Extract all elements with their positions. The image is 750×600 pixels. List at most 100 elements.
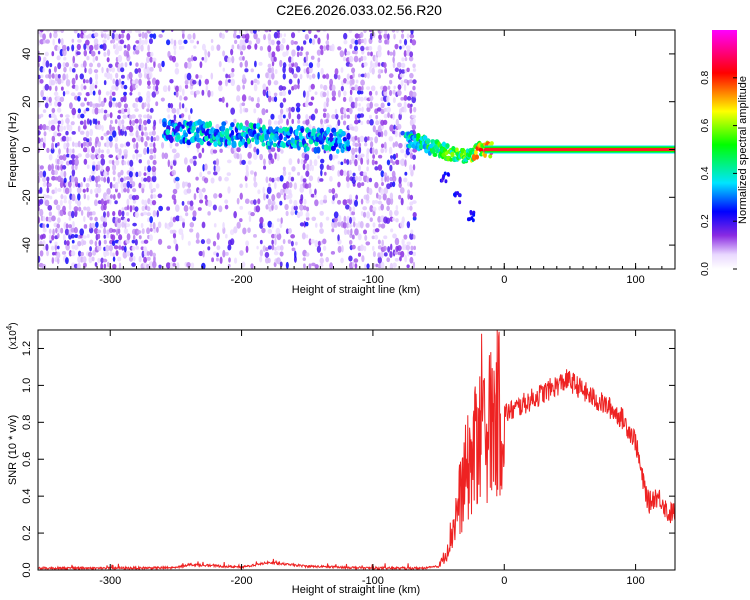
spectrogram-speckle — [39, 187, 43, 194]
spectrogram-speckle — [374, 148, 378, 155]
spectrogram-speckle — [401, 216, 405, 224]
spectrogram-speckle — [213, 223, 217, 228]
spectrogram-speckle — [276, 153, 280, 162]
spectrogram-speckle — [103, 216, 107, 223]
spectrogram-speckle — [309, 159, 313, 167]
spectrogram-speckle — [239, 102, 242, 109]
spectrogram-speckle — [152, 210, 157, 217]
spectrogram-speckle — [94, 107, 99, 115]
spectrogram-speckle — [369, 141, 374, 148]
spectrogram-speckle — [65, 136, 70, 142]
spectrogram-speckle — [305, 252, 310, 257]
spectrogram-speckle — [244, 107, 249, 113]
spectrogram-speckle — [308, 66, 313, 74]
spectrogram-speckle — [404, 57, 408, 62]
spectrogram-speckle — [143, 260, 147, 269]
spectrogram-speckle — [357, 107, 362, 112]
spectrogram-speckle — [342, 96, 347, 102]
spectrogram-speckle — [306, 206, 310, 212]
spectrogram-speckle — [238, 56, 244, 61]
spectrogram-speckle — [187, 57, 192, 63]
spectrogram-speckle — [43, 136, 47, 144]
spectrogram-speckle — [97, 183, 101, 188]
spectrogram-ridge-blob — [278, 133, 283, 141]
spectrogram-speckle — [392, 112, 395, 120]
spectrogram-speckle — [369, 204, 374, 213]
spectrogram-speckle — [255, 205, 261, 213]
spectrogram-speckle — [62, 62, 66, 68]
spectrogram-speckle — [88, 211, 93, 216]
spectrogram-speckle — [151, 130, 156, 136]
spectrogram-speckle — [192, 155, 197, 160]
spectrogram-speckle — [396, 61, 402, 68]
spectrogram-speckle — [67, 210, 73, 217]
snr-xlabel: Height of straight line (km) — [292, 584, 420, 596]
spectrogram-speckle — [310, 55, 315, 60]
spectrogram-speckle — [152, 194, 157, 199]
spectrogram-speckle — [387, 85, 391, 90]
spectrogram-speckle — [410, 229, 414, 235]
spectrogram-speckle — [86, 44, 91, 51]
spectrogram-speckle — [192, 210, 197, 218]
spectrogram-speckle — [180, 113, 185, 118]
spectrogram-speckle — [97, 229, 102, 234]
spectrogram-speckle — [105, 244, 110, 252]
spectrogram-speckle — [102, 39, 107, 44]
spectrogram-speckle — [98, 147, 101, 154]
spectrogram-speckle — [117, 114, 121, 120]
spectrogram-speckle — [109, 119, 113, 125]
spectrogram-speckle — [285, 261, 289, 269]
spectrogram-speckle — [72, 148, 75, 154]
spectrogram-speckle — [264, 30, 269, 33]
spectrogram-speckle — [389, 51, 394, 56]
spectrogram-speckle — [199, 171, 203, 178]
spectrogram-speckle — [42, 181, 48, 188]
spectrogram-speckle — [258, 61, 263, 66]
spectrogram-speckle — [106, 57, 110, 63]
spectrogram-ridge-blob — [416, 132, 421, 139]
spectrogram-speckle — [146, 175, 152, 183]
spectrogram-speckle — [256, 80, 260, 85]
spectrogram-speckle — [82, 240, 87, 246]
spectrogram-speckle — [337, 181, 341, 188]
spectrogram-speckle — [253, 171, 257, 177]
spectrogram-speckle — [174, 204, 180, 212]
spectrogram-speckle — [76, 51, 81, 56]
spectrogram-speckle — [65, 79, 71, 87]
spectrogram-speckle — [118, 234, 123, 241]
spectrogram-speckle — [86, 187, 89, 193]
spectrogram-speckle — [362, 171, 368, 176]
spectrogram-speckle — [310, 238, 315, 244]
spectrogram-speckle — [323, 194, 327, 201]
spectrogram-speckle — [122, 251, 128, 259]
spectrogram-speckle — [129, 132, 134, 137]
spectrogram-speckle — [62, 233, 66, 241]
spectrogram-speckle — [161, 30, 165, 33]
spectrogram-speckle — [363, 245, 367, 252]
spectrogram-speckle — [305, 118, 310, 126]
spectrogram-speckle — [62, 205, 66, 213]
spectrogram-speckle — [263, 33, 266, 41]
spectrogram-speckle — [317, 71, 320, 80]
spectrogram-speckle — [304, 33, 309, 40]
spectrogram-speckle — [201, 147, 205, 154]
spectrogram-speckle — [354, 135, 358, 141]
spectrogram-speckle — [368, 187, 373, 196]
spectrogram-speckle — [253, 146, 257, 153]
spectrogram-speckle — [265, 176, 269, 183]
spectrogram-speckle — [105, 234, 110, 239]
spectrogram-speckle — [121, 245, 125, 251]
spectrogram-speckle — [140, 136, 144, 143]
spectrogram-speckle — [103, 170, 108, 178]
spectrogram-speckle — [311, 73, 316, 79]
spectrogram-speckle — [319, 228, 324, 234]
spectrogram-ridge-blob — [435, 149, 440, 154]
spectrogram-speckle — [386, 159, 391, 166]
colorbar-tick-label: 0.6 — [700, 118, 711, 132]
spectrogram-speckle — [144, 62, 148, 70]
spectrogram-speckle — [50, 79, 56, 86]
spectrogram-speckle — [195, 232, 200, 240]
spectrogram-speckle — [80, 142, 84, 149]
spectrogram-speckle — [96, 244, 102, 252]
spectrogram-speckle — [195, 176, 199, 181]
